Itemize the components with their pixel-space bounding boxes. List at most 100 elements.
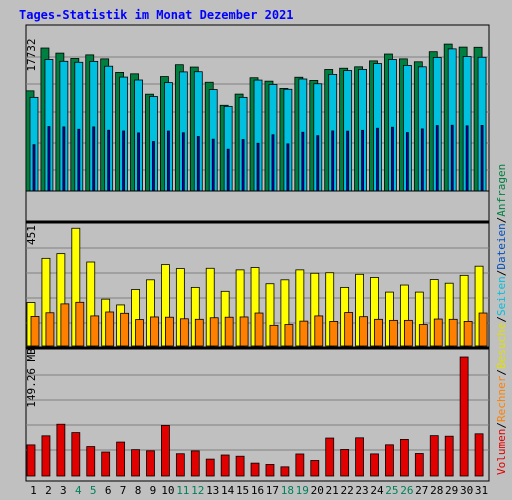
bar-seiten: [420, 128, 424, 192]
legend-item-anfragen: Anfragen: [495, 164, 508, 217]
bar-seiten: [211, 138, 215, 192]
x-tick-label: 23: [355, 484, 368, 497]
bar-rechner: [105, 311, 115, 347]
x-tick-label: 29: [445, 484, 458, 497]
bar-rechner: [314, 315, 324, 347]
bar-volumen: [295, 453, 305, 477]
bar-volumen: [146, 450, 155, 477]
legend-item-dateien: Dateien: [495, 223, 508, 269]
x-tick-label: 26: [400, 484, 413, 497]
bar-volumen: [175, 453, 185, 477]
bar-seiten: [435, 125, 439, 192]
x-tick-label: 31: [475, 484, 488, 497]
bar-seiten: [331, 130, 335, 192]
bar-rechner: [90, 315, 100, 347]
top-panel-ymax-label: 17732: [25, 38, 38, 71]
bar-seiten: [465, 125, 469, 192]
bar-rechner: [269, 324, 279, 347]
bar-seiten: [286, 143, 290, 192]
x-tick-label: 13: [206, 484, 219, 497]
bar-volumen: [370, 453, 379, 477]
x-tick-label: 1: [30, 484, 37, 497]
bar-volumen: [325, 437, 335, 477]
bar-seiten: [241, 139, 245, 192]
bar-seiten: [77, 128, 81, 192]
bar-rechner: [254, 312, 264, 347]
x-tick-label: 18: [281, 484, 294, 497]
x-tick-label: 19: [296, 484, 309, 497]
x-tick-label: 30: [460, 484, 473, 497]
bar-seiten: [256, 142, 260, 192]
bar-rechner: [344, 312, 354, 347]
x-tick-label: 11: [176, 484, 189, 497]
bar-rechner: [239, 316, 249, 347]
x-tick-label: 17: [266, 484, 279, 497]
bar-volumen: [355, 437, 364, 477]
bar-seiten: [152, 141, 155, 192]
bar-seiten: [316, 135, 320, 192]
middle-panel-ymax-label: 451: [25, 225, 38, 245]
legend-item-seiten: Seiten: [495, 276, 508, 316]
bar-volumen: [205, 458, 215, 477]
bar-rechner: [45, 312, 55, 347]
x-tick-label: 8: [135, 484, 142, 497]
x-tick-label: 27: [415, 484, 428, 497]
bar-seiten: [181, 132, 185, 192]
bar-seiten: [167, 130, 170, 192]
legend-separator: /: [495, 217, 508, 224]
x-tick-label: 10: [161, 484, 174, 497]
bar-volumen: [459, 356, 469, 477]
bar-volumen: [474, 433, 484, 477]
bar-rechner: [194, 318, 204, 347]
bar-rechner: [478, 312, 488, 347]
x-tick-label: 24: [370, 484, 384, 497]
bar-seiten: [32, 144, 36, 192]
bar-rechner: [448, 318, 458, 347]
bar-volumen: [444, 435, 454, 477]
bar-rechner: [299, 320, 309, 347]
bar-rechner: [359, 316, 368, 347]
bar-rechner: [120, 312, 130, 347]
bar-seiten: [62, 126, 66, 192]
bar-seiten: [361, 129, 364, 192]
bar-rechner: [403, 319, 413, 347]
legend-item-besuche: Besuche: [495, 323, 508, 369]
bar-rechner: [30, 316, 40, 347]
x-tick-label: 7: [120, 484, 127, 497]
chart-outer-frame: [25, 24, 490, 482]
bar-seiten: [107, 129, 111, 192]
x-tick-label: 28: [430, 484, 443, 497]
x-tick-label: 3: [60, 484, 67, 497]
legend-separator: /: [495, 369, 508, 376]
bar-seiten: [405, 132, 409, 192]
bar-rechner: [418, 324, 428, 347]
bar-seiten: [391, 126, 394, 192]
bar-volumen: [340, 449, 350, 477]
bar-seiten: [226, 148, 230, 192]
x-tick-label: 4: [75, 484, 82, 497]
bar-rechner: [463, 321, 473, 347]
bar-seiten: [480, 124, 484, 192]
x-tick-label: 25: [385, 484, 398, 497]
x-tick-label: 20: [311, 484, 324, 497]
legend-separator: /: [495, 422, 508, 429]
legend-item-volumen: Volumen: [495, 429, 508, 475]
legend-separator: /: [495, 270, 508, 277]
legend-item-rechner: Rechner: [495, 375, 508, 422]
bar-volumen: [385, 444, 394, 477]
bar-rechner: [329, 321, 339, 347]
bar-volumen: [86, 446, 96, 477]
bar-seiten: [122, 130, 126, 192]
bar-volumen: [161, 425, 170, 477]
bar-volumen: [280, 466, 290, 477]
bar-seiten: [271, 134, 275, 192]
bar-volumen: [190, 450, 200, 477]
x-tick-label: 9: [150, 484, 157, 497]
x-tick-label: 2: [45, 484, 52, 497]
bar-volumen: [71, 432, 81, 477]
x-tick-label: 5: [90, 484, 97, 497]
legend-separator: /: [495, 316, 508, 323]
bar-rechner: [75, 301, 85, 347]
bar-rechner: [135, 319, 144, 347]
